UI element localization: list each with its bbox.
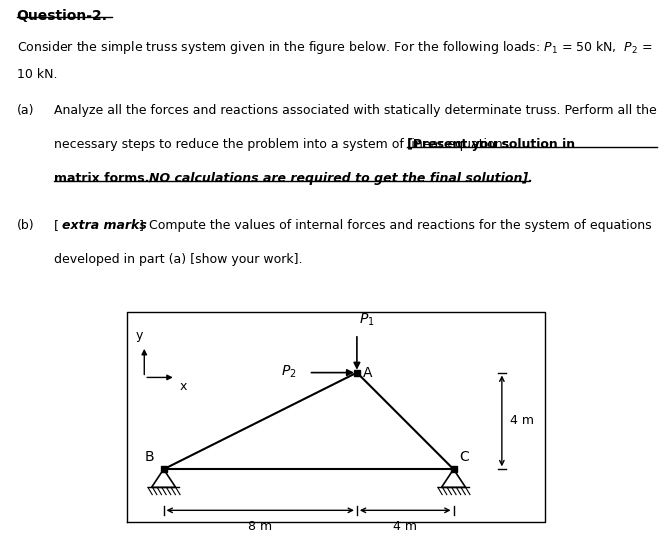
Text: developed in part (a) [show your work].: developed in part (a) [show your work]. — [54, 253, 302, 266]
Text: matrix forms.: matrix forms. — [54, 172, 153, 185]
Text: 4 m: 4 m — [510, 415, 535, 427]
Text: extra marks: extra marks — [62, 219, 147, 232]
Text: 4 m: 4 m — [393, 519, 417, 532]
Text: 8 m: 8 m — [248, 519, 272, 532]
Text: ]: ] — [139, 219, 144, 232]
Text: y: y — [136, 330, 143, 342]
Text: Question-2.: Question-2. — [17, 9, 108, 24]
Text: A: A — [363, 365, 373, 380]
Text: [Present you solution in: [Present you solution in — [407, 138, 575, 151]
Text: Analyze all the forces and reactions associated with statically determinate trus: Analyze all the forces and reactions ass… — [54, 104, 656, 117]
Text: [: [ — [54, 219, 58, 232]
Text: (b): (b) — [17, 219, 34, 232]
Text: x: x — [179, 380, 187, 393]
Text: Compute the values of internal forces and reactions for the system of equations: Compute the values of internal forces an… — [149, 219, 651, 232]
Text: NO calculations are required to get the final solution].: NO calculations are required to get the … — [149, 172, 533, 185]
Text: $P_2$: $P_2$ — [281, 363, 296, 380]
Text: $P_1$: $P_1$ — [359, 311, 375, 328]
Text: (a): (a) — [17, 104, 34, 117]
Text: Consider the simple truss system given in the figure below. For the following lo: Consider the simple truss system given i… — [17, 39, 652, 56]
Text: 10 kN.: 10 kN. — [17, 68, 58, 81]
Text: C: C — [460, 450, 470, 464]
Text: B: B — [145, 450, 154, 464]
Text: necessary steps to reduce the problem into a system of linear equations.: necessary steps to reduce the problem in… — [54, 138, 516, 151]
